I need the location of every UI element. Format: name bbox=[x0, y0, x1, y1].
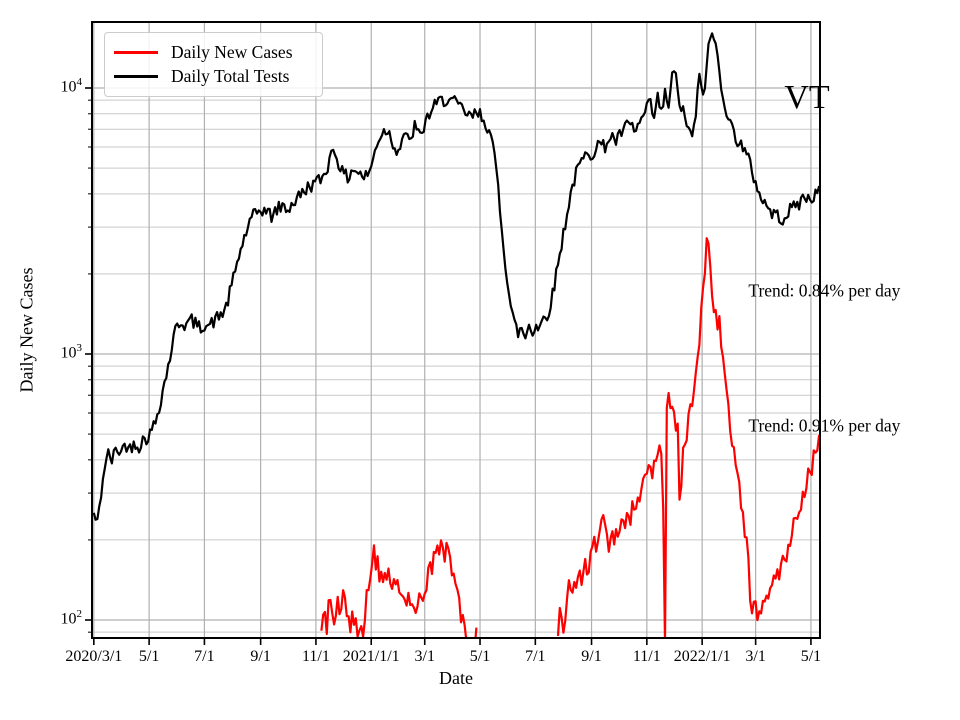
legend: Daily New Cases Daily Total Tests bbox=[104, 32, 323, 97]
x-tick-label: 2020/3/1 bbox=[65, 648, 123, 665]
x-tick-label: 5/1 bbox=[469, 648, 491, 665]
legend-label-cases: Daily New Cases bbox=[171, 41, 293, 62]
y-tick-label: 104 bbox=[60, 76, 83, 96]
x-tick-label: 3/1 bbox=[414, 648, 435, 665]
plot-border bbox=[91, 21, 821, 639]
trend-annotation: Trend: 0.84% per day bbox=[748, 280, 901, 301]
x-tick-label: 2021/1/1 bbox=[342, 648, 400, 665]
y-axis-label: Daily New Cases bbox=[16, 267, 37, 393]
legend-entry-cases: Daily New Cases bbox=[114, 40, 312, 65]
cases-line-swatch bbox=[114, 50, 158, 54]
cases-line bbox=[556, 237, 820, 638]
x-tick-label: 3/1 bbox=[745, 648, 766, 665]
x-tick-label: 2022/1/1 bbox=[673, 648, 731, 665]
legend-label-tests: Daily Total Tests bbox=[171, 66, 290, 86]
x-tick-label: 11/1 bbox=[301, 648, 330, 665]
state-title: VT bbox=[784, 79, 830, 116]
tests-line-swatch bbox=[114, 75, 158, 79]
y-tick-label: 103 bbox=[60, 342, 83, 362]
cases-line bbox=[320, 539, 478, 638]
x-tick-label: 7/1 bbox=[194, 648, 215, 665]
trend-annotation: Trend: 0.91% per day bbox=[748, 415, 901, 436]
tests-line bbox=[92, 32, 820, 521]
x-tick-label: 5/1 bbox=[138, 648, 160, 665]
x-tick-label: 9/1 bbox=[581, 648, 602, 665]
x-tick-label: 5/1 bbox=[800, 648, 822, 665]
legend-entry-tests: Daily Total Tests bbox=[114, 65, 312, 90]
x-tick-label: 7/1 bbox=[525, 648, 546, 665]
x-tick-label: 9/1 bbox=[250, 648, 271, 665]
x-tick-label: 11/1 bbox=[632, 648, 661, 665]
x-axis-label: Date bbox=[439, 668, 473, 688]
y-tick-label: 102 bbox=[60, 608, 83, 628]
